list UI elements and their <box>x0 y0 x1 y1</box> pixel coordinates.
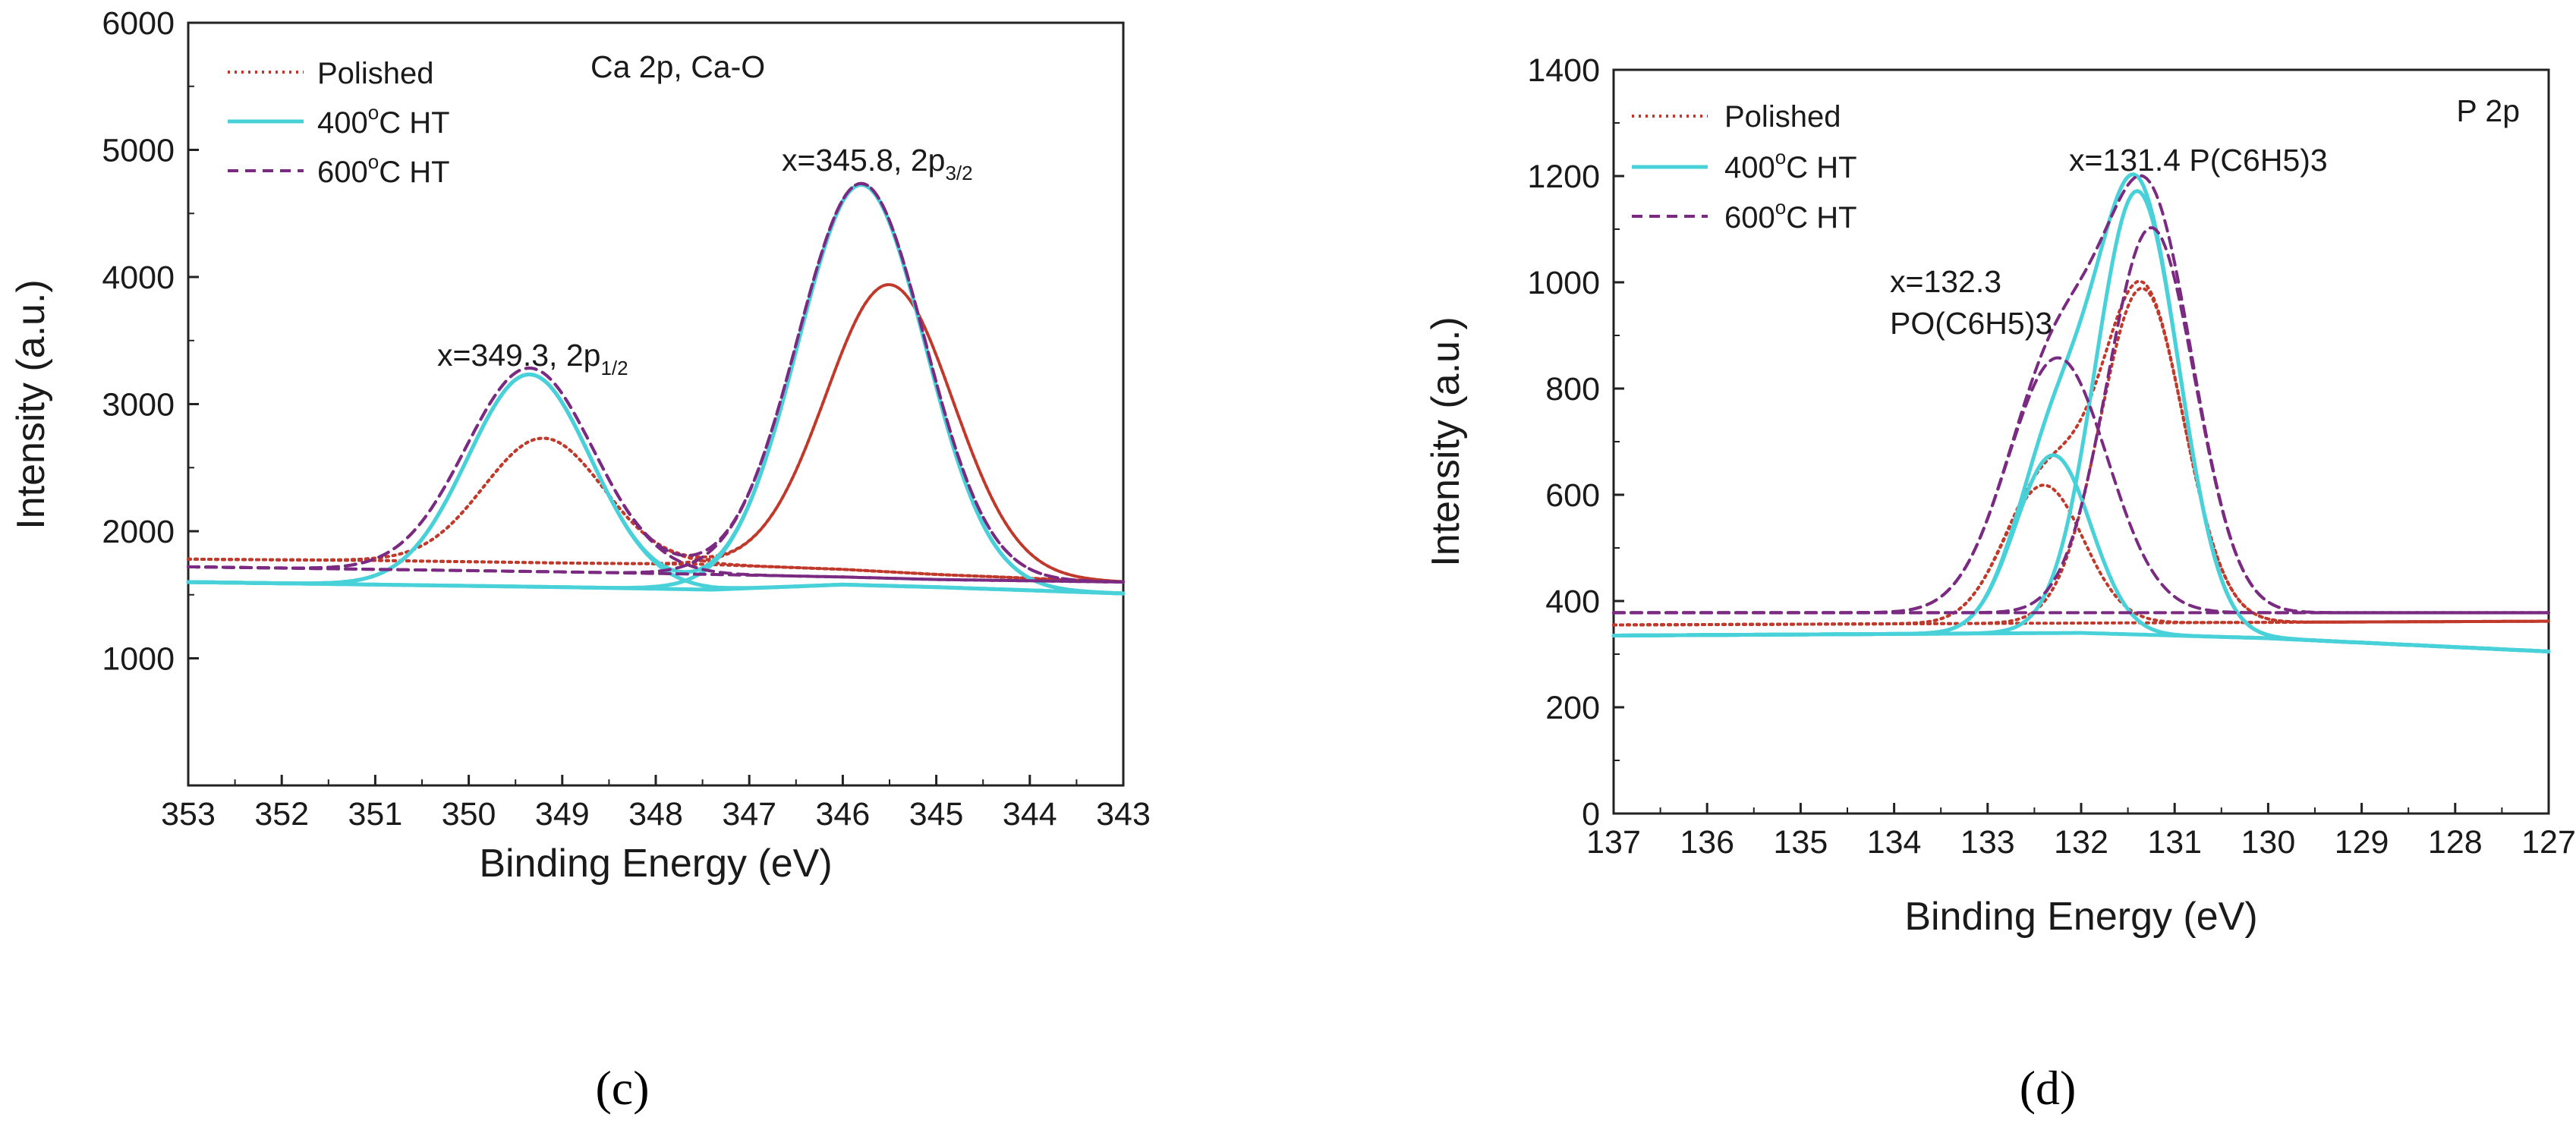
y-tick-label: 6000 <box>102 5 175 42</box>
y-tick-label: 1000 <box>1527 265 1600 301</box>
legend-label-400c: 400oC HT <box>317 101 450 140</box>
x-tick-label: 353 <box>161 796 216 832</box>
legend: Polished 400oC HT 600oC HT <box>1632 100 1857 234</box>
series-line-600-c-ht-peak-1 <box>187 367 1125 584</box>
x-tick-label: 350 <box>442 796 496 832</box>
x-tick-label: 351 <box>348 796 403 832</box>
x-tick-label: 127 <box>2521 824 2576 861</box>
peak-annotation-p-c6h5-3: x=131.4 P(C6H5)3 <box>2069 143 2328 178</box>
x-tick-label: 345 <box>909 796 964 832</box>
x-tick-label: 348 <box>628 796 683 832</box>
series-line-400-c-ht-peak-2 <box>186 182 1126 596</box>
x-tick-label: 129 <box>2335 824 2389 861</box>
x-axis-title: Binding Energy (eV) <box>479 842 832 886</box>
x-tick-label: 135 <box>1774 824 1828 861</box>
peak-annotation-x-132-3: x=132.3 <box>1890 264 2001 299</box>
legend-label-600c: 600oC HT <box>1724 196 1857 234</box>
panel-caption-d: (d) <box>2020 1061 2077 1115</box>
axis-ticks <box>187 21 1125 785</box>
x-tick-label: 346 <box>816 796 871 832</box>
y-tick-label: 400 <box>1545 584 1600 620</box>
x-tick-label: 344 <box>1003 796 1057 832</box>
y-tick-label: 1200 <box>1527 159 1600 195</box>
x-tick-label: 347 <box>722 796 776 832</box>
x-tick-label: 137 <box>1586 824 1641 861</box>
series-line-polished-envelope <box>187 283 1125 584</box>
peak-annotation-2p1-2: x=349.3, 2p1/2 <box>437 338 628 379</box>
y-tick-label: 3000 <box>102 387 175 423</box>
legend-label-polished: Polished <box>1724 100 1841 134</box>
x-tick-label: 130 <box>2241 824 2296 861</box>
chart-title: P 2p <box>2456 93 2520 128</box>
y-tick-label: 0 <box>1582 796 1600 832</box>
y-tick-label: 4000 <box>102 260 175 296</box>
legend-label-polished: Polished <box>317 57 433 90</box>
series-line-400-c-ht-envelope <box>186 182 1126 596</box>
chart-title: Ca 2p, Ca-O <box>590 49 765 84</box>
x-tick-label: 352 <box>254 796 309 832</box>
y-tick-label: 1000 <box>102 641 175 678</box>
y-tick-label: 1400 <box>1527 52 1600 89</box>
legend-label-400c: 400oC HT <box>1724 146 1857 184</box>
series-group <box>1611 172 2551 653</box>
chart-panel-d: 137 136 135 134 133 132 131 130 129 128 127 0 200 400… <box>1424 52 2576 1115</box>
series-line-400-c-ht-envelope <box>1611 172 2551 653</box>
x-tick-label: 343 <box>1096 796 1151 832</box>
x-axis-title: Binding Energy (eV) <box>1904 895 2257 939</box>
series-line-600-c-ht-envelope <box>1612 174 2550 615</box>
y-tick-label: 600 <box>1545 477 1600 514</box>
x-tick-label: 132 <box>2054 824 2108 861</box>
y-tick-label: 200 <box>1545 690 1600 726</box>
axis-ticks <box>1612 68 2550 815</box>
panel-caption-c: (c) <box>595 1061 649 1115</box>
legend: Polished 400oC HT 600oC HT <box>228 57 450 189</box>
y-tick-label: 800 <box>1545 371 1600 408</box>
x-tick-label: 131 <box>2147 824 2202 861</box>
series-line-600-c-ht-peak-1 <box>1612 356 2550 615</box>
series-group <box>186 181 1126 596</box>
y-axis-title: Intensity (a.u.) <box>1424 316 1468 566</box>
x-tick-label: 128 <box>2428 824 2483 861</box>
x-tick-label: 136 <box>1680 824 1734 861</box>
series-line-600-c-ht-peak-2 <box>187 181 1125 584</box>
series-line-polished-envelope <box>1612 279 2550 627</box>
y-axis-title: Intensity (a.u.) <box>9 279 53 529</box>
y-tick-label: 2000 <box>102 514 175 550</box>
x-tick-label: 133 <box>1960 824 2015 861</box>
x-tick-label: 349 <box>535 796 590 832</box>
y-tick-label: 5000 <box>102 133 175 169</box>
series-line-600-c-ht-envelope <box>187 181 1125 584</box>
peak-annotation-2p3-2: x=345.8, 2p3/2 <box>782 143 973 184</box>
tick-labels: 137 136 135 134 133 132 131 130 129 128 127 0 200 400… <box>1527 52 2576 861</box>
series-line-polished-peak-2 <box>187 283 1125 584</box>
chart-panel-c: 353 352 351 350 349 348 347 346 345 344 343 1000 200… <box>9 5 1151 1115</box>
tick-labels: 353 352 351 350 349 348 347 346 345 344 343 1000 200… <box>102 5 1151 832</box>
x-tick-label: 134 <box>1867 824 1922 861</box>
peak-annotation-po-c6h5-3: PO(C6H5)3 <box>1890 306 2052 341</box>
legend-label-600c: 600oC HT <box>317 150 450 189</box>
